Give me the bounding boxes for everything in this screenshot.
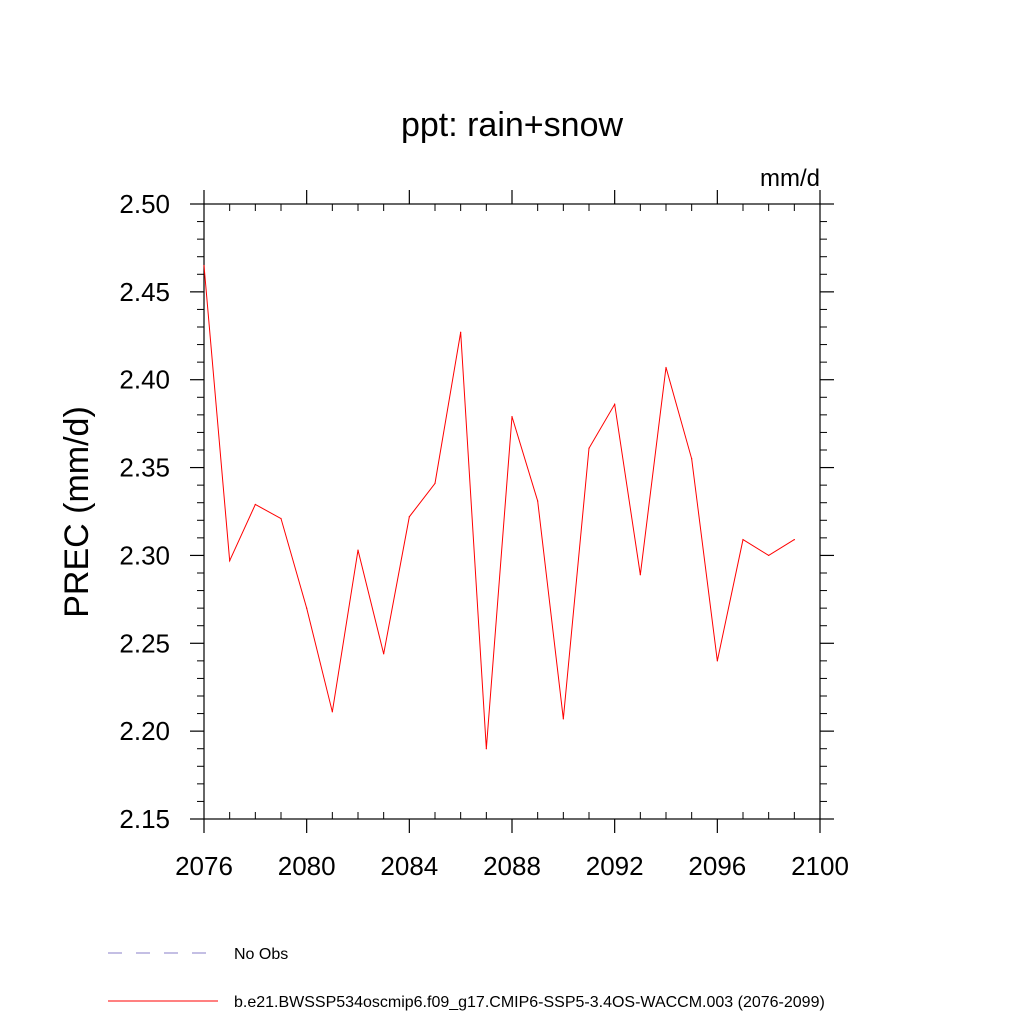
y-tick-label: 2.45: [119, 277, 170, 307]
y-tick-label: 2.15: [119, 804, 170, 834]
y-tick-label: 2.50: [119, 189, 170, 219]
y-axis-label: PREC (mm/d): [58, 406, 96, 618]
series-point: [357, 549, 359, 551]
x-tick-label: 2088: [483, 851, 541, 881]
series-point: [408, 516, 410, 518]
minor-ticks: [197, 204, 827, 819]
x-tick-label: 2076: [175, 851, 233, 881]
series-point: [460, 331, 462, 333]
y-tick-label: 2.30: [119, 540, 170, 570]
series-point: [383, 653, 385, 655]
y-tick-label: 2.35: [119, 453, 170, 483]
series-point: [306, 607, 308, 609]
series-point: [768, 554, 770, 557]
x-tick-label: 2084: [380, 851, 438, 881]
series-point: [229, 560, 231, 562]
x-tick-label: 2092: [586, 851, 644, 881]
series-point: [254, 503, 256, 506]
plot-frame: [203, 203, 821, 820]
series-point: [614, 403, 616, 405]
chart-title: ppt: rain+snow: [401, 106, 624, 144]
x-tick-label: 2080: [278, 851, 336, 881]
series-point: [716, 660, 718, 662]
series-point: [562, 718, 564, 720]
y-tick-labels: 2.15 2.20 2.25 2.30 2.35 2.40 2.45 2.50: [119, 189, 170, 834]
y-tick-label: 2.25: [119, 628, 170, 658]
series-point: [588, 447, 590, 449]
series-point: [331, 711, 333, 713]
x-tick-label: 2096: [688, 851, 746, 881]
legend-label-no-obs: No Obs: [234, 946, 288, 963]
series-point: [691, 458, 693, 460]
x-tick-labels: 2076 2080 2084 2088 2092 2096 2100: [175, 851, 849, 881]
units-label: mm/d: [760, 165, 820, 192]
major-ticks: [190, 190, 834, 833]
y-tick-label: 2.20: [119, 716, 170, 746]
legend-label-series: b.e21.BWSSP534oscmip6.f09_g17.CMIP6-SSP5…: [234, 994, 825, 1011]
series-group: [203, 264, 795, 750]
series-point: [203, 264, 205, 267]
series-point: [665, 366, 667, 369]
series-point: [742, 539, 744, 541]
series-point: [537, 500, 539, 502]
series-point: [485, 748, 487, 750]
series-point: [511, 416, 513, 418]
series-point: [434, 482, 436, 484]
series-point: [280, 517, 282, 520]
x-tick-label: 2100: [791, 851, 849, 881]
series-point: [639, 574, 641, 576]
y-tick-label: 2.40: [119, 365, 170, 395]
legend: No Obs b.e21.BWSSP534oscmip6.f09_g17.CMI…: [108, 946, 825, 1011]
series-line: [203, 265, 795, 749]
series-point: [793, 539, 795, 541]
